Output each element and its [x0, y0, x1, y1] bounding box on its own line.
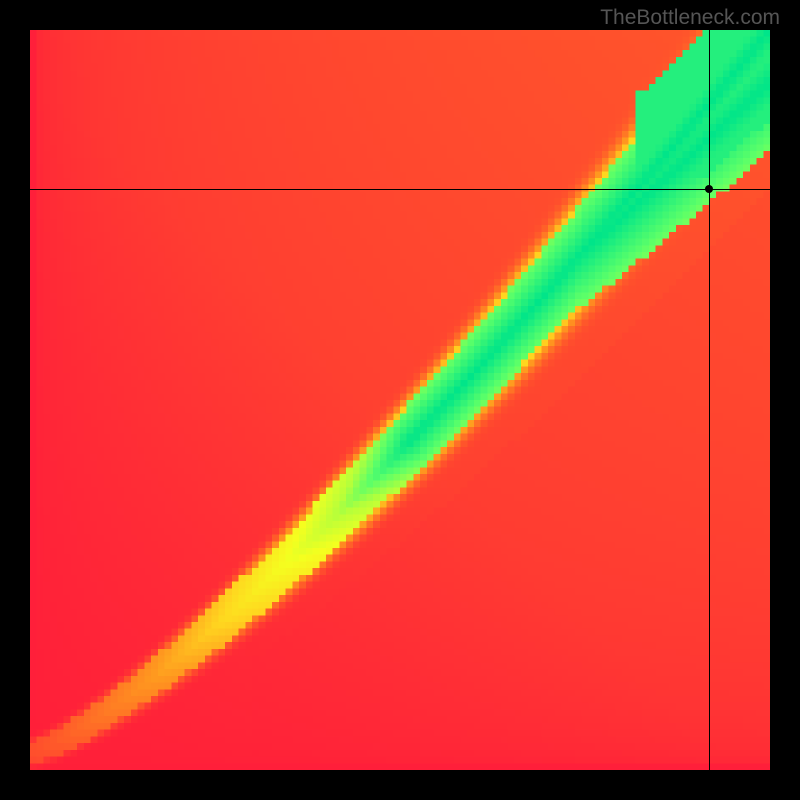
watermark-text: TheBottleneck.com: [600, 6, 780, 30]
heatmap-canvas: [30, 30, 770, 770]
crosshair-horizontal-line: [30, 189, 770, 190]
crosshair-marker: [705, 185, 713, 193]
crosshair-vertical-line: [709, 30, 710, 770]
plot-area: [30, 30, 770, 770]
root-container: TheBottleneck.com: [0, 0, 800, 800]
